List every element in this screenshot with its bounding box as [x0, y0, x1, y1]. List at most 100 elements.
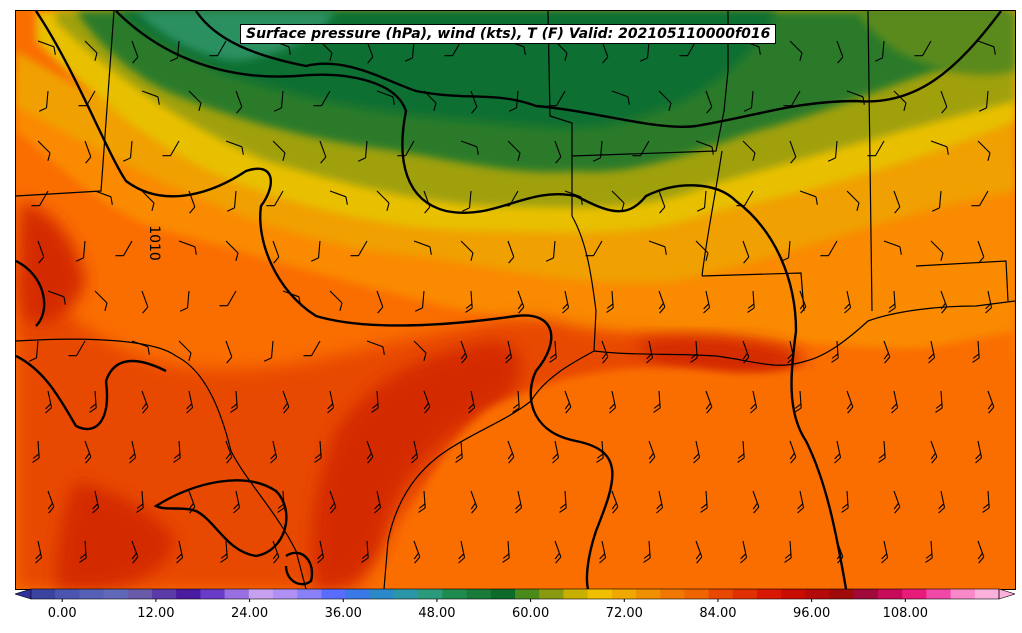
weather-map: 1010: [16, 11, 1015, 589]
wind-barb: [914, 40, 932, 57]
wind-barb: [827, 140, 838, 162]
wind-barb: [413, 540, 421, 564]
colorbar-tick-label: 12.00: [137, 606, 175, 621]
wind-barb: [418, 490, 426, 513]
wind-barb: [273, 90, 284, 112]
wind-barb: [329, 490, 337, 514]
wind-barb: [115, 240, 133, 257]
colorbar-segment: [369, 589, 395, 599]
wind-barb: [564, 390, 572, 414]
wind-barb: [930, 240, 944, 261]
wind-barb: [179, 290, 190, 312]
wind-barb: [366, 440, 374, 464]
wind-barb: [928, 340, 936, 364]
wind-barb: [460, 340, 468, 364]
wind-barb: [658, 190, 666, 214]
colorbar-segment: [757, 589, 782, 599]
wind-barb: [599, 540, 607, 564]
wind-barb: [820, 240, 838, 257]
wind-barb: [549, 340, 557, 363]
wind-barb: [461, 190, 472, 212]
wind-barb: [84, 40, 98, 61]
wind-barb: [931, 190, 942, 212]
wind-barb: [35, 540, 43, 564]
wind-barb: [977, 140, 991, 161]
state-border: [571, 215, 597, 352]
wind-barb: [971, 190, 989, 207]
colorbar-segment: [587, 589, 613, 599]
wind-barb: [376, 90, 395, 105]
wind-barb: [611, 490, 619, 514]
colorbar-segment: [321, 589, 347, 599]
temperature-hotspot-southwest: [56, 481, 176, 589]
wind-barb: [131, 540, 139, 564]
state-border: [701, 150, 723, 277]
wind-barb: [460, 140, 479, 155]
wind-barb: [690, 340, 698, 363]
wind-barb: [186, 390, 194, 414]
wind-barb: [84, 440, 92, 464]
wind-barb: [888, 290, 896, 313]
wind-barb: [982, 490, 990, 513]
wind-barb: [977, 540, 985, 564]
wind-barb: [836, 540, 844, 564]
wind-barb: [552, 440, 560, 464]
wind-barb: [173, 440, 181, 463]
wind-barb: [468, 390, 476, 414]
wind-barb: [233, 490, 241, 514]
wind-barb: [226, 190, 237, 212]
wind-barb: [592, 140, 603, 162]
wind-barb: [141, 190, 155, 211]
wind-barb: [507, 240, 515, 264]
wind-barb: [188, 90, 202, 111]
wind-barb: [47, 290, 66, 305]
state-border: [571, 11, 729, 157]
wind-barb: [129, 440, 137, 464]
wind-barb: [975, 440, 983, 464]
wind-barb: [272, 140, 286, 161]
wind-barb: [893, 190, 901, 214]
colorbar-segment: [248, 589, 274, 599]
wind-barb: [329, 290, 343, 311]
colorbar-segment: [466, 589, 492, 599]
wind-barb: [972, 340, 980, 363]
wind-barb: [225, 240, 239, 261]
wind-barb: [263, 340, 274, 362]
wind-barb: [225, 140, 244, 155]
wind-barb: [219, 290, 237, 307]
map-panel[interactable]: 1010 Surface pressure (hPa), wind (kts),…: [15, 10, 1016, 590]
wind-barb: [38, 90, 49, 112]
colorbar-segment: [781, 589, 806, 599]
colorbar: [15, 588, 1015, 602]
wind-barb: [783, 90, 801, 107]
colorbar-segment: [103, 589, 129, 599]
isobar-label: 1010: [146, 225, 162, 261]
colorbar-segment: [515, 589, 540, 599]
wind-barb: [736, 190, 754, 207]
colorbar-segment: [31, 589, 56, 599]
wind-barb: [611, 190, 625, 211]
wind-barb: [37, 240, 45, 264]
wind-barb: [303, 340, 321, 357]
wind-barb: [94, 290, 108, 311]
colorbar-tick-label: 84.00: [699, 606, 737, 621]
wind-barb: [502, 540, 510, 563]
wind-barb: [376, 190, 390, 211]
wind-barb: [799, 290, 807, 314]
wind-barb: [508, 90, 519, 112]
wind-barb: [68, 340, 86, 357]
colorbar-segment: [394, 589, 419, 599]
wind-barb: [562, 290, 570, 314]
wind-barb: [350, 240, 368, 257]
wind-barb: [230, 390, 238, 413]
wind-barb: [397, 140, 415, 157]
wind-barb: [310, 240, 321, 262]
colorbar-tick-label: 72.00: [605, 606, 643, 621]
wind-barb: [789, 440, 797, 464]
colorbar-under: [15, 588, 32, 600]
wind-barb: [131, 340, 150, 355]
colorbar-segment: [176, 589, 201, 599]
wind-barb: [789, 40, 803, 61]
wind-barb: [327, 390, 335, 414]
colorbar-segment: [636, 589, 661, 599]
